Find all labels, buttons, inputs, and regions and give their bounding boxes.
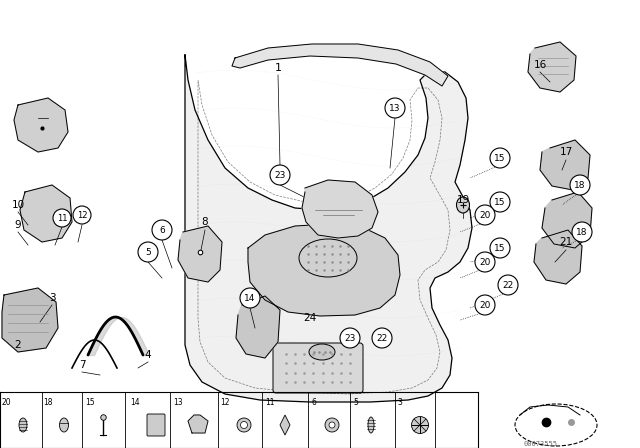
Polygon shape (248, 224, 400, 316)
Circle shape (475, 295, 495, 315)
Circle shape (340, 328, 360, 348)
Polygon shape (188, 415, 208, 433)
Polygon shape (2, 288, 58, 352)
FancyBboxPatch shape (273, 343, 363, 393)
Text: 12: 12 (220, 397, 230, 406)
Polygon shape (534, 230, 582, 284)
Text: 15: 15 (85, 397, 95, 406)
Circle shape (490, 192, 510, 212)
Ellipse shape (241, 422, 248, 428)
Text: 6: 6 (159, 225, 165, 234)
Text: 7: 7 (79, 360, 85, 370)
Ellipse shape (237, 418, 251, 432)
Ellipse shape (309, 344, 335, 360)
Text: 1: 1 (275, 63, 282, 73)
Circle shape (372, 328, 392, 348)
Text: 20: 20 (479, 301, 491, 310)
Text: 18: 18 (574, 181, 586, 190)
Text: 13: 13 (389, 103, 401, 112)
FancyBboxPatch shape (547, 161, 571, 179)
Ellipse shape (19, 418, 27, 432)
Text: 15: 15 (494, 244, 506, 253)
Text: 23: 23 (344, 333, 356, 343)
Circle shape (490, 238, 510, 258)
Text: 23: 23 (275, 171, 285, 180)
Text: 6: 6 (312, 397, 316, 406)
Text: 12: 12 (77, 211, 87, 220)
Text: 21: 21 (559, 237, 573, 247)
Ellipse shape (60, 418, 68, 432)
Circle shape (73, 206, 91, 224)
Circle shape (490, 148, 510, 168)
Text: 11: 11 (57, 214, 67, 223)
Circle shape (572, 222, 592, 242)
Text: 9: 9 (15, 220, 21, 230)
Text: 17: 17 (559, 147, 573, 157)
Polygon shape (20, 185, 72, 242)
Text: 11: 11 (265, 397, 275, 406)
Text: 20: 20 (479, 258, 491, 267)
Circle shape (570, 175, 590, 195)
Circle shape (152, 220, 172, 240)
Circle shape (270, 165, 290, 185)
Circle shape (385, 98, 405, 118)
Text: 19: 19 (456, 195, 470, 205)
Text: 20: 20 (479, 211, 491, 220)
Polygon shape (528, 42, 576, 92)
Polygon shape (540, 140, 590, 190)
Polygon shape (232, 44, 448, 86)
Ellipse shape (456, 197, 470, 213)
Circle shape (240, 288, 260, 308)
Polygon shape (236, 296, 280, 358)
Circle shape (53, 209, 71, 227)
Text: 14: 14 (244, 293, 256, 302)
Polygon shape (178, 226, 222, 282)
Polygon shape (542, 192, 592, 248)
Text: 2: 2 (15, 340, 21, 350)
Polygon shape (280, 415, 290, 435)
Text: 13: 13 (173, 397, 183, 406)
Text: 14: 14 (130, 397, 140, 406)
Text: 15: 15 (494, 198, 506, 207)
Ellipse shape (299, 239, 357, 277)
Text: 22: 22 (376, 333, 388, 343)
Text: 3: 3 (397, 397, 403, 406)
Text: 5: 5 (145, 247, 151, 257)
Text: 15: 15 (494, 154, 506, 163)
Circle shape (138, 242, 158, 262)
Text: 24: 24 (303, 313, 317, 323)
Ellipse shape (329, 422, 335, 428)
Ellipse shape (325, 418, 339, 432)
Text: 5: 5 (353, 397, 358, 406)
Text: 18: 18 (44, 397, 52, 406)
Text: 22: 22 (502, 280, 514, 289)
Text: 8: 8 (202, 217, 208, 227)
Circle shape (498, 275, 518, 295)
Text: 10: 10 (12, 200, 24, 210)
Text: 18: 18 (576, 228, 588, 237)
Text: 20: 20 (1, 397, 11, 406)
Text: 00073555: 00073555 (523, 441, 557, 447)
Text: 4: 4 (145, 350, 151, 360)
Text: 16: 16 (533, 60, 547, 70)
Polygon shape (14, 98, 68, 152)
Circle shape (475, 205, 495, 225)
Ellipse shape (368, 417, 374, 433)
Circle shape (475, 252, 495, 272)
Ellipse shape (412, 417, 429, 434)
Text: 3: 3 (49, 293, 55, 303)
Polygon shape (185, 55, 472, 402)
Polygon shape (302, 180, 378, 238)
FancyBboxPatch shape (147, 414, 165, 436)
